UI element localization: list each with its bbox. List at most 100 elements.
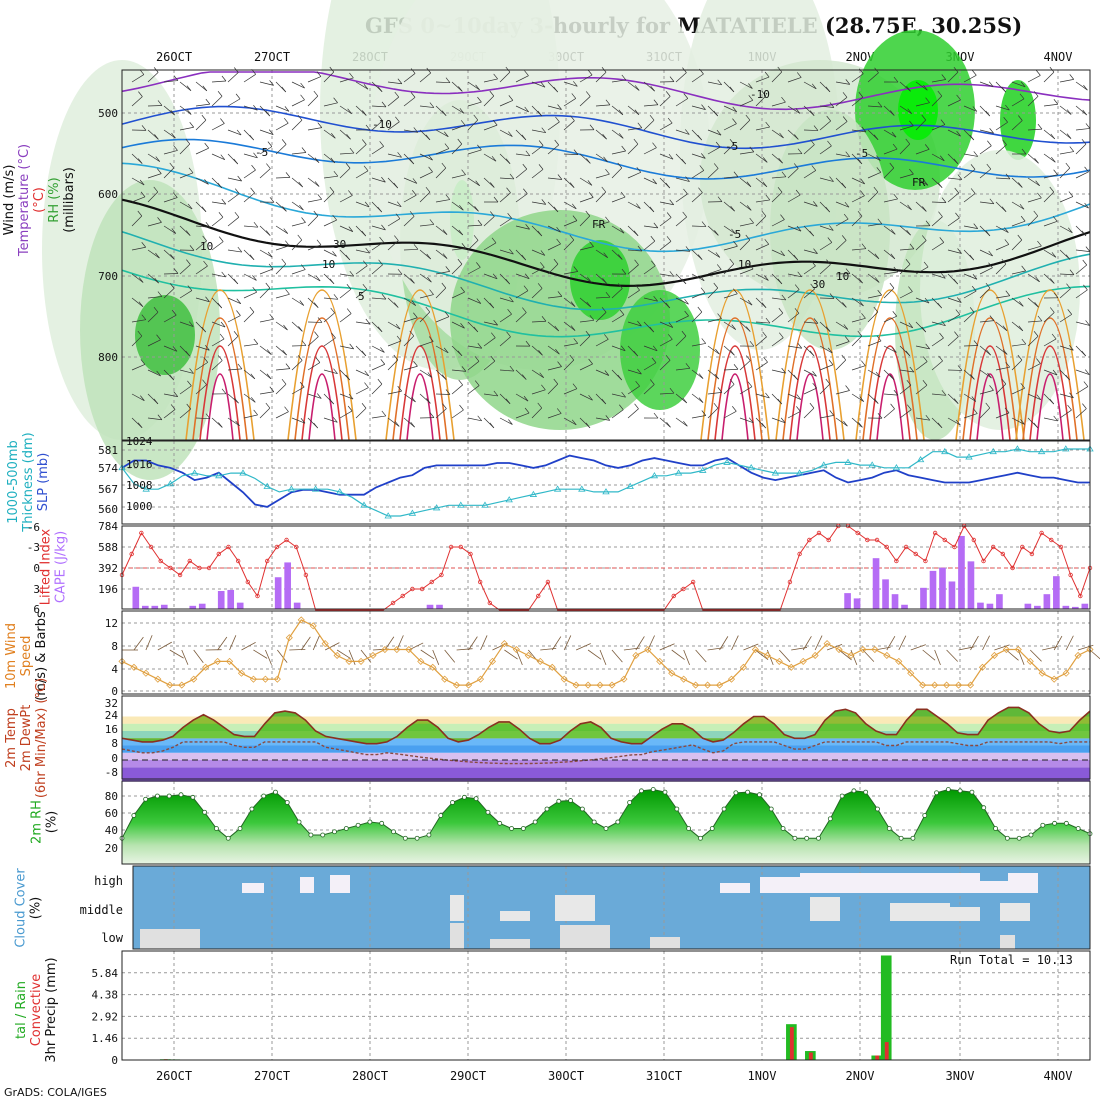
wind-barb-flag <box>893 266 899 273</box>
wind-barb <box>387 218 401 227</box>
wind-barb-flag <box>426 398 431 404</box>
wind-barb-flag <box>380 359 386 365</box>
wind-barb-flag <box>604 334 609 340</box>
wind-barb-flag <box>668 153 674 160</box>
wind-barb-flag <box>253 152 258 159</box>
wind-barb-flag <box>601 186 607 193</box>
lifted-index-marker <box>168 565 173 571</box>
wind-barb-flag <box>553 378 559 385</box>
pressure-tick: 500 <box>98 107 118 120</box>
wind-barb <box>355 369 369 377</box>
wind-barb <box>483 337 496 347</box>
wind-barb-flag <box>988 250 993 257</box>
wind-barb-flag <box>298 326 303 332</box>
cape-bar <box>436 604 443 609</box>
wind-barb <box>323 102 338 107</box>
wind-barb <box>867 153 881 161</box>
wind-barb-flag <box>620 345 626 351</box>
wind-barb-flag <box>377 326 383 332</box>
wind-barb-flag <box>889 374 895 380</box>
wind-barb-flag <box>811 260 816 267</box>
wind-barb <box>838 649 852 661</box>
wind-barb <box>211 417 223 428</box>
wind-barb-flag <box>809 230 815 237</box>
wind-barb-flag <box>973 151 979 157</box>
wind-barb-flag <box>986 163 992 170</box>
wind-barb-flag <box>461 366 467 372</box>
precip-tick: 4.38 <box>92 989 119 1002</box>
cloud-block <box>890 903 950 921</box>
cloud-block <box>760 877 800 893</box>
wind-barb-flag <box>733 288 738 294</box>
temperature-tick: -8 <box>105 766 118 779</box>
wind-barb <box>499 217 512 227</box>
wind-barb-flag <box>284 406 289 412</box>
wind-barb <box>899 291 913 299</box>
wind-barb-flag <box>140 191 146 198</box>
wind-barb-flag <box>557 174 563 180</box>
wind-barb <box>963 312 975 323</box>
precip-total-bar <box>880 955 892 1060</box>
wind-barb <box>947 336 959 347</box>
wind-barb <box>883 393 898 396</box>
wind-barb-flag <box>825 378 831 385</box>
wind-barb <box>803 407 815 419</box>
wind-tick: 4 <box>111 663 118 676</box>
wind-barb <box>211 321 226 328</box>
wind-barb <box>131 196 146 203</box>
wind-barb-flag <box>619 227 625 234</box>
wind-barb <box>994 644 1010 651</box>
wind-barb <box>403 297 416 306</box>
wind-barb <box>675 393 687 404</box>
wind-barb-flag <box>713 163 719 169</box>
wind-barb <box>275 177 291 179</box>
cloud-block <box>560 925 610 949</box>
wind-barb <box>451 201 464 211</box>
wind-barb-flag <box>588 358 593 365</box>
lifted-index-marker <box>816 530 822 536</box>
wind-barb-flag <box>205 222 211 228</box>
wind-barb <box>275 122 289 131</box>
rh-marker <box>296 819 302 825</box>
wind-barb-flag <box>314 181 320 187</box>
wind-barb <box>579 215 591 227</box>
wind-barb <box>659 643 675 651</box>
contour-label: FR <box>592 218 606 231</box>
wind-barb <box>947 297 962 303</box>
wind-barb <box>371 225 386 231</box>
wind-barb-flag <box>956 130 961 137</box>
wind-barb-flag <box>538 350 543 356</box>
wind-barb-flag <box>1037 192 1042 199</box>
wind-speed-marker <box>1074 651 1082 660</box>
wind-barb-flag <box>665 355 671 361</box>
panel-label: SLP (mb) <box>36 453 51 512</box>
wind-barb-flag <box>394 235 399 241</box>
wind-barb-flag <box>909 168 914 175</box>
wind-barb <box>739 201 752 211</box>
wind-barb-flag <box>844 336 850 342</box>
wind-barb-flag <box>828 359 834 365</box>
cape-tick: 588 <box>98 541 118 554</box>
wind-barb-flag <box>236 298 242 304</box>
wind-barb-flag <box>1081 230 1087 237</box>
wind-barb-flag <box>987 372 992 379</box>
wind-barb <box>803 288 815 299</box>
wind-barb <box>851 195 865 203</box>
wind-barb <box>867 294 882 299</box>
wind-barb <box>1027 297 1039 308</box>
wind-barb <box>723 345 735 356</box>
wind-barb-flag <box>138 91 143 97</box>
wind-barb-flag <box>973 223 979 229</box>
wind-barb-flag <box>202 379 207 385</box>
wind-barb <box>835 417 848 427</box>
wind-barb-flag <box>221 388 227 395</box>
wind-barb <box>931 124 946 131</box>
wind-barb-flag <box>602 278 607 284</box>
wind-barb <box>1011 270 1026 275</box>
wind-barb-flag <box>748 95 754 101</box>
wind-barb <box>211 96 223 107</box>
wind-barb-flag <box>333 294 339 300</box>
wind-barb <box>979 369 992 379</box>
wind-barb-flag <box>941 320 946 326</box>
wind-barb-flag <box>205 345 210 351</box>
